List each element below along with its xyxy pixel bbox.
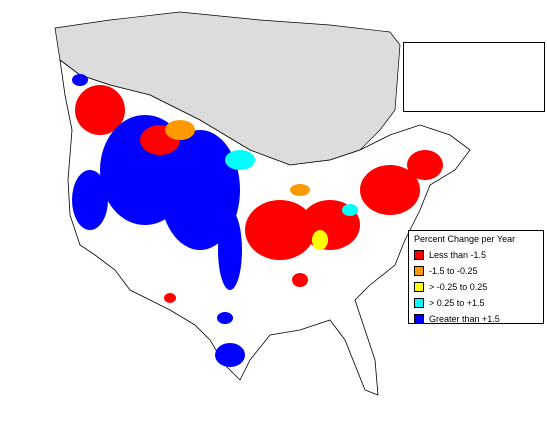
legend-label: Greater than +1.5 (429, 314, 500, 324)
legend-swatch (414, 314, 424, 324)
legend-label: > -0.25 to 0.25 (429, 282, 488, 292)
legend-swatch (414, 250, 424, 260)
legend-item: > -0.25 to 0.25 (414, 279, 538, 295)
legend-item: Less than -1.5 (414, 247, 538, 263)
legend-label: > 0.25 to +1.5 (429, 298, 485, 308)
legend: Percent Change per Year Less than -1.5 -1… (408, 230, 544, 324)
legend-swatch (414, 282, 424, 292)
legend-item: > 0.25 to +1.5 (414, 295, 538, 311)
legend-label: -1.5 to -0.25 (429, 266, 478, 276)
legend-swatch (414, 266, 424, 276)
legend-label: Less than -1.5 (429, 250, 487, 260)
inset-box (403, 42, 545, 112)
data-patches (72, 74, 443, 367)
legend-title: Percent Change per Year (414, 234, 516, 244)
legend-item: -1.5 to -0.25 (414, 263, 538, 279)
legend-item: Greater than +1.5 (414, 311, 538, 327)
legend-swatch (414, 298, 424, 308)
